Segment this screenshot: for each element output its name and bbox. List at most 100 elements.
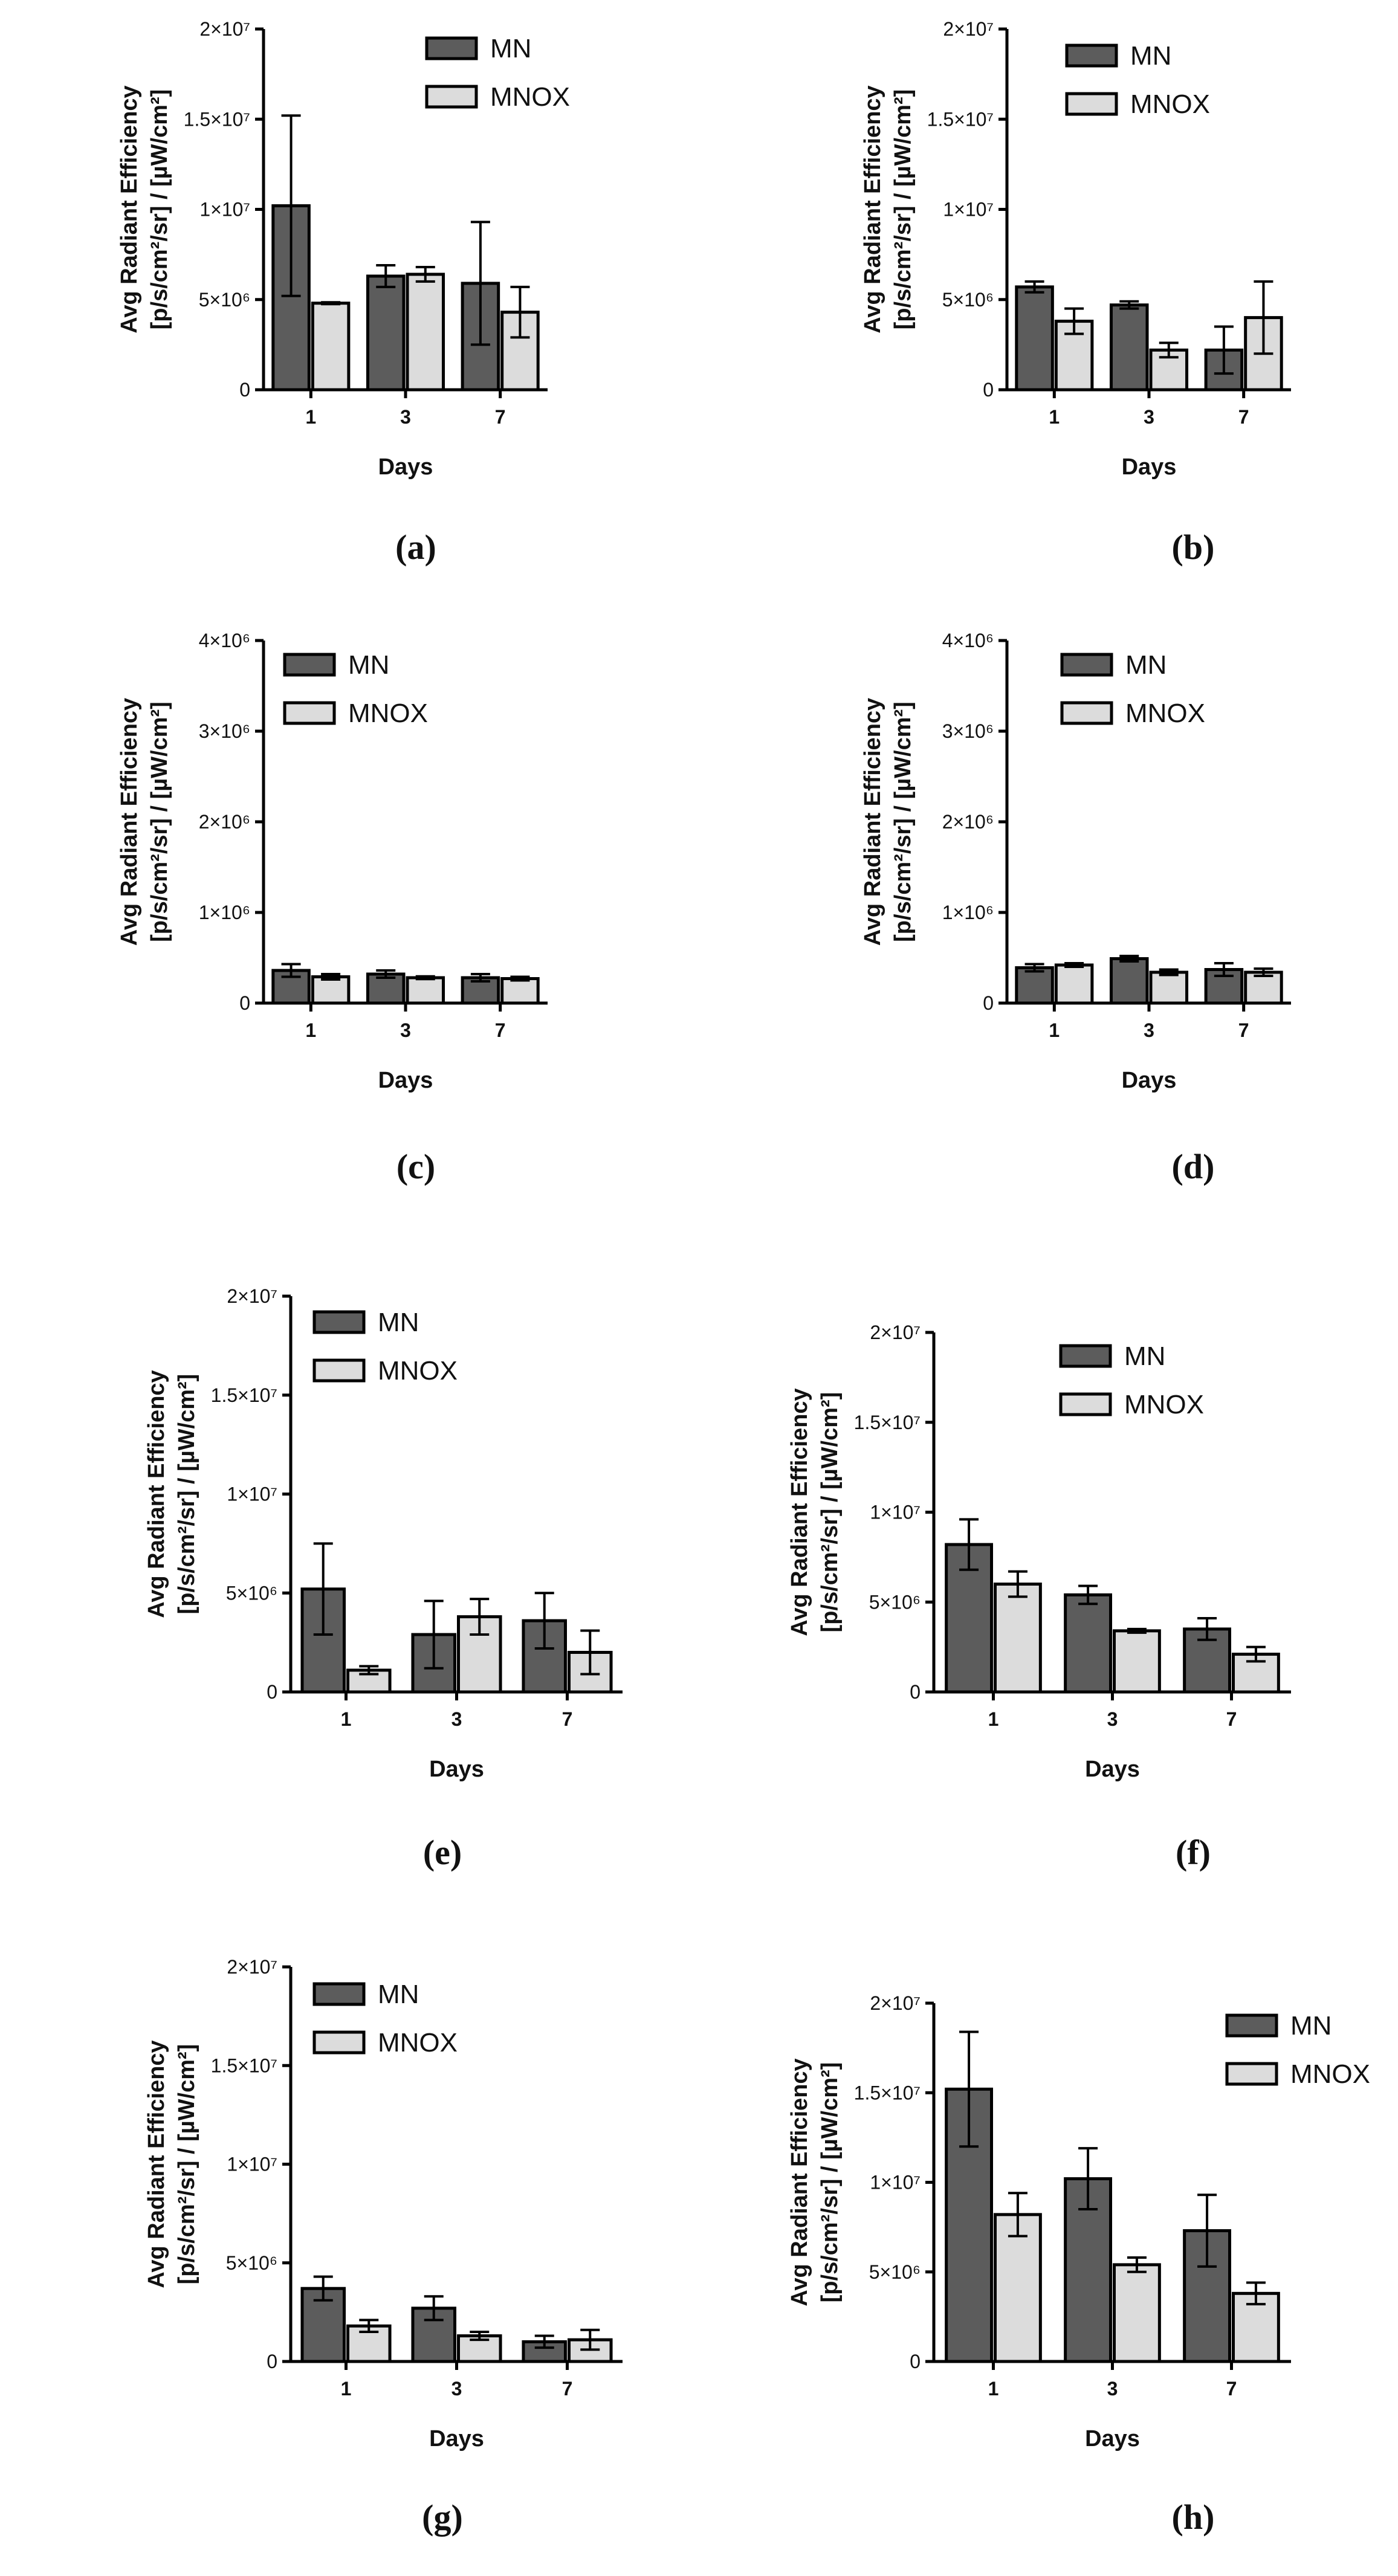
y-axis-label-line2: [p/s/cm²/sr] / [µW/cm²] bbox=[817, 2062, 843, 2303]
y-tick-label: 2×10⁶ bbox=[199, 811, 250, 833]
y-tick-label: 0 bbox=[239, 379, 250, 401]
x-tick-label: 1 bbox=[341, 2378, 352, 2400]
y-axis-label-line1: Avg Radiant Efficiency bbox=[787, 1388, 812, 1636]
chart-panel-f: 0 5×10⁶ 1×10⁷ 1.5×10⁷ 2×10⁷ 1 3 7 Days Avg Radian… bbox=[787, 1322, 1291, 1872]
panel-caption: (e) bbox=[423, 1833, 462, 1872]
bar-mnox-day-7[interactable] bbox=[500, 977, 540, 1005]
y-tick-label: 5×10⁶ bbox=[199, 289, 250, 311]
x-tick-label: 1 bbox=[305, 1019, 316, 1041]
legend-swatch-mnox bbox=[1060, 701, 1113, 725]
chart-panel-a: 0 5×10⁶ 1×10⁷ 1.5×10⁷ 2×10⁷ 1 3 7 Days Avg Radian… bbox=[117, 18, 570, 567]
chart-panel-e: 0 5×10⁶ 1×10⁷ 1.5×10⁷ 2×10⁷ 1 3 7 Days Avg Radian… bbox=[144, 1285, 623, 1872]
legend-swatch-mn bbox=[425, 36, 478, 60]
legend-label-mn: MN bbox=[378, 1308, 419, 1337]
y-tick-label: 5×10⁶ bbox=[226, 1582, 277, 1604]
bar-mn-day-3[interactable] bbox=[366, 274, 406, 392]
bar-mnox-day-3[interactable] bbox=[406, 976, 445, 1005]
chart-panel-d: 0 1×10⁶ 2×10⁶ 3×10⁶ 4×10⁶ 1 3 7 Days Avg Radiant … bbox=[860, 630, 1291, 1186]
y-axis-label-line1: Avg Radiant Efficiency bbox=[144, 2040, 169, 2288]
chart-panel-h: 0 5×10⁶ 1×10⁷ 1.5×10⁷ 2×10⁷ 1 3 7 Days Avg Radian… bbox=[787, 1992, 1370, 2537]
y-axis-label-line2: [p/s/cm²/sr] / [µW/cm²] bbox=[890, 89, 916, 330]
y-tick-label: 1.5×10⁷ bbox=[211, 2055, 277, 2076]
legend-label-mn: MN bbox=[348, 650, 389, 680]
y-tick-label: 5×10⁶ bbox=[226, 2252, 277, 2274]
x-tick-label: 1 bbox=[305, 406, 316, 428]
y-tick-label: 4×10⁶ bbox=[199, 630, 250, 651]
y-tick-label: 0 bbox=[267, 1681, 277, 1703]
y-axis-label-line2: [p/s/cm²/sr] / [µW/cm²] bbox=[147, 89, 172, 330]
x-tick-label: 7 bbox=[1226, 1708, 1237, 1730]
legend-swatch-mn bbox=[312, 1310, 366, 1334]
bar-mnox-day-3[interactable] bbox=[1149, 970, 1189, 1005]
bar-mnox-day-3[interactable] bbox=[1113, 2263, 1161, 2363]
y-tick-label: 5×10⁶ bbox=[942, 289, 994, 311]
x-tick-label: 3 bbox=[400, 406, 411, 428]
bar-mn-day-3[interactable] bbox=[1109, 957, 1149, 1005]
legend-label-mnox: MNOX bbox=[490, 82, 570, 112]
y-tick-label: 1.5×10⁷ bbox=[854, 2082, 921, 2103]
y-axis-label-line1: Avg Radiant Efficiency bbox=[117, 85, 142, 333]
legend-swatch-mn bbox=[1060, 653, 1113, 677]
panel-caption: (g) bbox=[422, 2497, 463, 2537]
legend-swatch-mn bbox=[1225, 2013, 1278, 2038]
legend-swatch-mnox bbox=[312, 2030, 366, 2055]
y-tick-label: 1.5×10⁷ bbox=[211, 1384, 277, 1406]
bar-mnox-day-1[interactable] bbox=[1054, 320, 1094, 392]
legend-swatch-mnox bbox=[1065, 92, 1118, 116]
legend-label-mnox: MNOX bbox=[1124, 1390, 1204, 1419]
legend-swatch-mn bbox=[312, 1982, 366, 2006]
y-tick-label: 1×10⁷ bbox=[870, 1502, 921, 1523]
y-axis-label-line2: [p/s/cm²/sr] / [µW/cm²] bbox=[174, 2044, 199, 2285]
y-tick-label: 1×10⁷ bbox=[943, 199, 994, 221]
bar-mnox-day-3[interactable] bbox=[1113, 1629, 1161, 1694]
bar-mn-day-3[interactable] bbox=[1109, 303, 1149, 392]
x-axis-label: Days bbox=[1122, 1068, 1177, 1093]
bar-mnox-day-1[interactable] bbox=[994, 2213, 1042, 2363]
y-tick-label: 2×10⁷ bbox=[870, 1992, 921, 2014]
x-tick-label: 1 bbox=[1049, 406, 1060, 428]
y-tick-label: 1×10⁷ bbox=[227, 2154, 277, 2175]
bar-mnox-day-1[interactable] bbox=[311, 975, 351, 1005]
panel-caption: (f) bbox=[1176, 1833, 1211, 1872]
legend-label-mnox: MNOX bbox=[378, 2028, 458, 2058]
x-tick-label: 3 bbox=[1107, 1708, 1118, 1730]
panel-caption: (b) bbox=[1172, 528, 1215, 567]
bar-mnox-day-3[interactable] bbox=[406, 273, 445, 392]
legend-swatch-mnox bbox=[283, 701, 336, 725]
y-tick-label: 0 bbox=[267, 2351, 277, 2372]
y-tick-label: 0 bbox=[983, 379, 994, 401]
legend-swatch-mnox bbox=[1059, 1392, 1112, 1416]
x-tick-label: 3 bbox=[1144, 406, 1154, 428]
y-tick-label: 2×10⁷ bbox=[227, 1956, 277, 1978]
y-tick-label: 2×10⁶ bbox=[942, 811, 994, 833]
x-tick-label: 1 bbox=[1049, 1019, 1060, 1041]
bar-mn-day-1[interactable] bbox=[1015, 285, 1054, 392]
bar-mn-day-3[interactable] bbox=[1064, 1593, 1113, 1694]
legend-label-mn: MN bbox=[1124, 1341, 1165, 1371]
y-tick-label: 2×10⁷ bbox=[227, 1285, 277, 1307]
y-tick-label: 1.5×10⁷ bbox=[854, 1412, 921, 1433]
bar-mnox-day-7[interactable] bbox=[1232, 2291, 1280, 2363]
x-tick-label: 3 bbox=[451, 2378, 462, 2400]
bar-mnox-day-1[interactable] bbox=[994, 1583, 1042, 1694]
y-tick-label: 0 bbox=[910, 2351, 921, 2372]
bar-mnox-day-1[interactable] bbox=[311, 302, 351, 392]
legend-label-mnox: MNOX bbox=[1130, 89, 1210, 119]
x-tick-label: 3 bbox=[1107, 2378, 1118, 2400]
x-tick-label: 3 bbox=[1144, 1019, 1154, 1041]
x-tick-label: 1 bbox=[988, 2378, 999, 2400]
bar-mn-day-1[interactable] bbox=[1015, 966, 1054, 1005]
panel-caption: (a) bbox=[395, 528, 436, 567]
y-axis-label-line1: Avg Radiant Efficiency bbox=[860, 85, 885, 333]
legend-label-mnox: MNOX bbox=[1290, 2059, 1370, 2089]
bar-mnox-day-7[interactable] bbox=[1244, 970, 1283, 1005]
y-tick-label: 1×10⁶ bbox=[199, 902, 250, 923]
y-tick-label: 3×10⁶ bbox=[942, 720, 994, 742]
y-tick-label: 1.5×10⁷ bbox=[927, 108, 994, 130]
x-tick-label: 7 bbox=[1238, 406, 1249, 428]
x-tick-label: 7 bbox=[495, 1019, 506, 1041]
y-tick-label: 0 bbox=[983, 992, 994, 1014]
y-axis-label-line2: [p/s/cm²/sr] / [µW/cm²] bbox=[890, 702, 916, 942]
chart-panel-b: 0 5×10⁶ 1×10⁷ 1.5×10⁷ 2×10⁷ 1 3 7 Days Avg Radian… bbox=[860, 18, 1291, 567]
bar-mnox-day-1[interactable] bbox=[1054, 963, 1094, 1005]
